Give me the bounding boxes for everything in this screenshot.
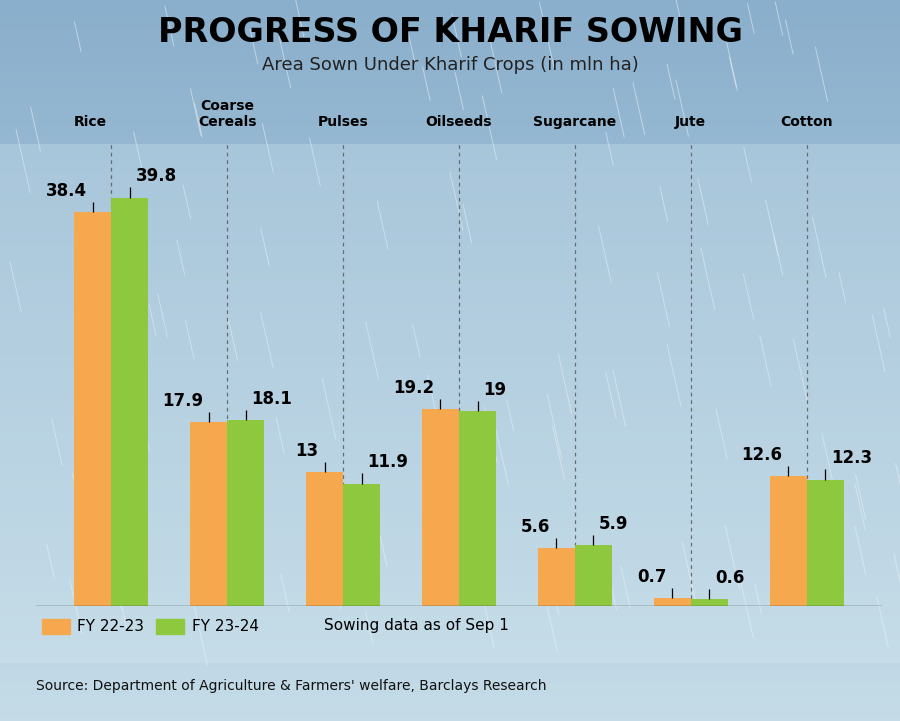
Text: 17.9: 17.9 xyxy=(162,392,202,410)
Text: 19.2: 19.2 xyxy=(393,379,435,397)
Text: Oilseeds: Oilseeds xyxy=(426,115,492,129)
Bar xyxy=(575,545,612,606)
Legend: FY 22-23, FY 23-24: FY 22-23, FY 23-24 xyxy=(36,613,265,640)
Bar xyxy=(422,409,459,606)
Text: 12.6: 12.6 xyxy=(742,446,782,464)
Text: Jute: Jute xyxy=(675,115,706,129)
Text: 12.3: 12.3 xyxy=(831,449,872,467)
Text: 5.6: 5.6 xyxy=(521,518,551,536)
Text: 5.9: 5.9 xyxy=(599,515,629,533)
Text: 13: 13 xyxy=(295,442,319,460)
Text: Source: Department of Agriculture & Farmers' welfare, Barclays Research: Source: Department of Agriculture & Farm… xyxy=(36,679,546,694)
Bar xyxy=(538,548,575,606)
Text: 0.6: 0.6 xyxy=(716,570,744,588)
Text: 39.8: 39.8 xyxy=(136,167,176,185)
Bar xyxy=(306,472,343,606)
Text: Cotton: Cotton xyxy=(780,115,833,129)
Text: 19: 19 xyxy=(483,381,507,399)
Bar xyxy=(227,420,265,606)
Text: Pulses: Pulses xyxy=(318,115,368,129)
Text: PROGRESS OF KHARIF SOWING: PROGRESS OF KHARIF SOWING xyxy=(158,16,742,49)
Text: Sowing data as of Sep 1: Sowing data as of Sep 1 xyxy=(324,619,508,634)
Bar xyxy=(806,479,844,606)
Text: Coarse
Cereals: Coarse Cereals xyxy=(198,99,256,129)
Bar xyxy=(459,411,496,606)
Text: 38.4: 38.4 xyxy=(46,182,87,200)
Text: Area Sown Under Kharif Crops (in mln ha): Area Sown Under Kharif Crops (in mln ha) xyxy=(262,56,638,74)
Bar xyxy=(343,484,380,606)
Text: 18.1: 18.1 xyxy=(252,390,292,408)
Bar xyxy=(74,212,112,606)
Text: Sugarcane: Sugarcane xyxy=(534,115,616,129)
Bar xyxy=(190,422,227,606)
Text: 0.7: 0.7 xyxy=(637,568,666,586)
Text: Rice: Rice xyxy=(74,115,107,129)
Bar xyxy=(112,198,148,606)
Bar xyxy=(653,598,691,606)
Text: 11.9: 11.9 xyxy=(367,454,409,472)
Bar xyxy=(770,477,806,606)
Bar xyxy=(0,144,900,663)
Bar xyxy=(691,599,728,606)
